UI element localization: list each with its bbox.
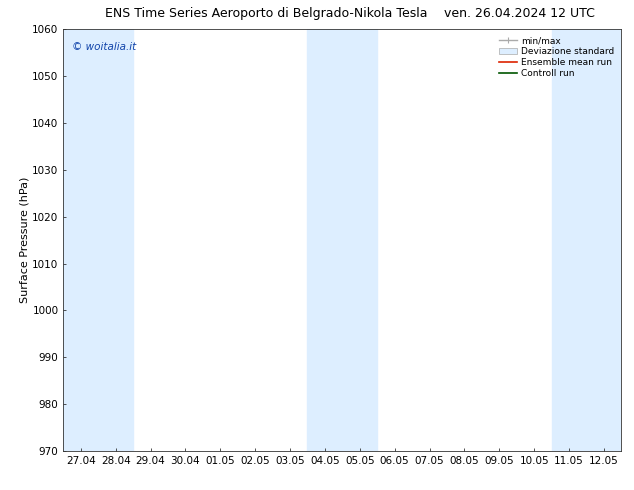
Bar (552, 29, 621, 451)
Text: © woitalia.it: © woitalia.it (72, 42, 136, 52)
Legend: min/max, Deviazione standard, Ensemble mean run, Controll run: min/max, Deviazione standard, Ensemble m… (496, 34, 617, 81)
Text: ENS Time Series Aeroporto di Belgrado-Nikola Tesla: ENS Time Series Aeroporto di Belgrado-Ni… (105, 7, 427, 21)
Bar (307, 29, 377, 451)
Text: ven. 26.04.2024 12 UTC: ven. 26.04.2024 12 UTC (444, 7, 595, 21)
Bar (63, 29, 133, 451)
Y-axis label: Surface Pressure (hPa): Surface Pressure (hPa) (20, 177, 30, 303)
